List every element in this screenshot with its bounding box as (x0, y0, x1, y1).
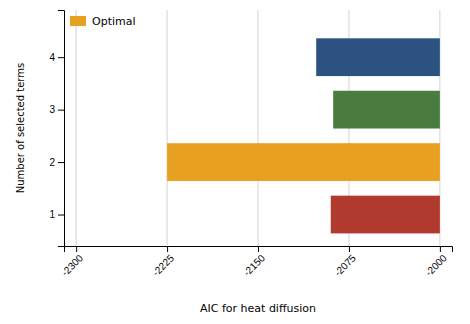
y-tick-label: 3 (49, 104, 55, 115)
x-tick-mark (258, 246, 259, 252)
x-tick: -2225 (150, 246, 176, 278)
y-tick-label: 4 (49, 52, 55, 63)
legend-item: Optimal (70, 15, 136, 28)
y-axis: 1 2 3 4 (49, 11, 64, 247)
legend-label: Optimal (92, 15, 136, 28)
x-axis-line (65, 247, 453, 253)
y-axis-title: Number of selected terms (15, 63, 26, 194)
grid-line-x (76, 10, 77, 246)
chart-svg: -2300 -2225 -2150 -2075 -2000 1 2 3 4 AIC for hea… (0, 0, 470, 324)
x-tick: -2150 (241, 246, 267, 278)
x-tick-label: -2150 (241, 252, 267, 278)
y-tick: 4 (49, 52, 64, 63)
x-axis: -2300 -2225 -2150 -2075 -2000 (59, 246, 452, 278)
grid (76, 10, 440, 246)
bars (167, 38, 440, 233)
bar (316, 38, 440, 76)
bar (333, 91, 440, 129)
y-tick-label: 1 (49, 209, 55, 220)
legend: Optimal (70, 15, 136, 28)
x-tick-label: -2075 (332, 252, 358, 278)
y-tick: 2 (49, 157, 64, 168)
x-tick-mark (167, 246, 168, 252)
bar (167, 143, 440, 181)
x-tick: -2000 (423, 246, 449, 278)
bar (331, 196, 440, 234)
grid-line-x (258, 10, 259, 246)
x-tick-mark (440, 246, 441, 252)
y-tick: 1 (49, 209, 64, 220)
x-tick-label: -2300 (59, 252, 85, 278)
x-tick-label: -2000 (423, 252, 449, 278)
y-tick-mark (58, 215, 64, 216)
grid-line-x (167, 10, 168, 246)
x-tick: -2075 (332, 246, 358, 278)
y-tick: 3 (49, 104, 64, 115)
x-tick-mark (349, 246, 350, 252)
legend-swatch (70, 16, 86, 26)
y-axis-line (58, 11, 65, 247)
plot: -2300 -2225 -2150 -2075 -2000 1 2 3 4 AIC for hea… (15, 10, 453, 315)
x-tick-mark (76, 246, 77, 252)
x-tick-label: -2225 (150, 252, 176, 278)
y-tick-label: 2 (49, 157, 55, 168)
x-axis-title: AIC for heat diffusion (200, 302, 316, 315)
y-tick-mark (58, 110, 64, 111)
y-tick-mark (58, 162, 64, 163)
x-tick: -2300 (59, 246, 85, 278)
y-tick-mark (58, 57, 64, 58)
